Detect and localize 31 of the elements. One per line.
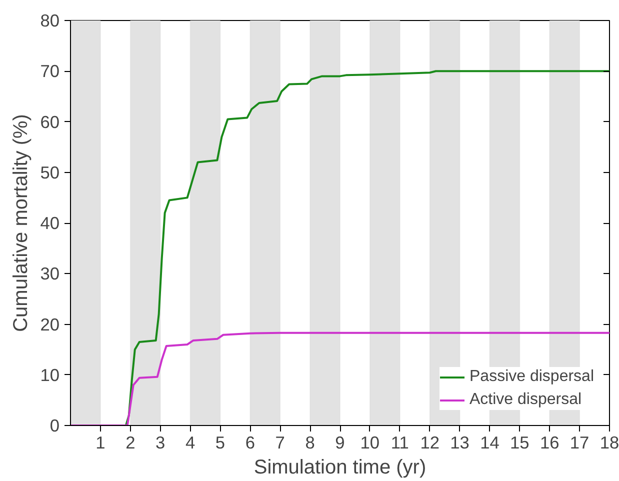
x-tick-label: 3 [156, 432, 166, 452]
y-tick-label: 80 [40, 10, 60, 30]
y-tick-label: 50 [40, 162, 60, 182]
x-tick-label: 9 [335, 432, 345, 452]
y-tick-label: 20 [40, 314, 60, 334]
x-tick-label: 17 [570, 432, 590, 452]
x-tick-label: 10 [360, 432, 380, 452]
x-tick-label: 14 [480, 432, 500, 452]
x-tick-label: 15 [510, 432, 530, 452]
x-tick-label: 1 [96, 432, 106, 452]
x-tick-label: 13 [450, 432, 470, 452]
x-tick-label: 12 [420, 432, 440, 452]
x-tick-label: 2 [126, 432, 136, 452]
x-tick-label: 16 [540, 432, 560, 452]
y-tick-label: 40 [40, 213, 60, 233]
x-tick-label: 18 [600, 432, 619, 452]
legend-label: Passive dispersal [470, 368, 594, 386]
y-tick-label: 70 [40, 61, 60, 82]
x-tick-label: 4 [185, 432, 196, 452]
x-tick-label: 11 [390, 432, 409, 452]
x-tick-label: 5 [215, 432, 226, 452]
x-tick-label: 8 [305, 432, 315, 452]
y-tick-label: 30 [40, 264, 60, 284]
y-tick-label: 60 [40, 112, 60, 132]
x-tick-label: 7 [275, 432, 285, 452]
y-axis-title: Cumulative mortality (%) [10, 114, 32, 332]
x-tick-label: 6 [245, 432, 255, 452]
x-axis-title: Simulation time (yr) [254, 456, 426, 478]
y-tick-label: 0 [50, 416, 60, 436]
legend-label: Active dispersal [470, 391, 582, 409]
y-tick-label: 10 [40, 364, 60, 385]
